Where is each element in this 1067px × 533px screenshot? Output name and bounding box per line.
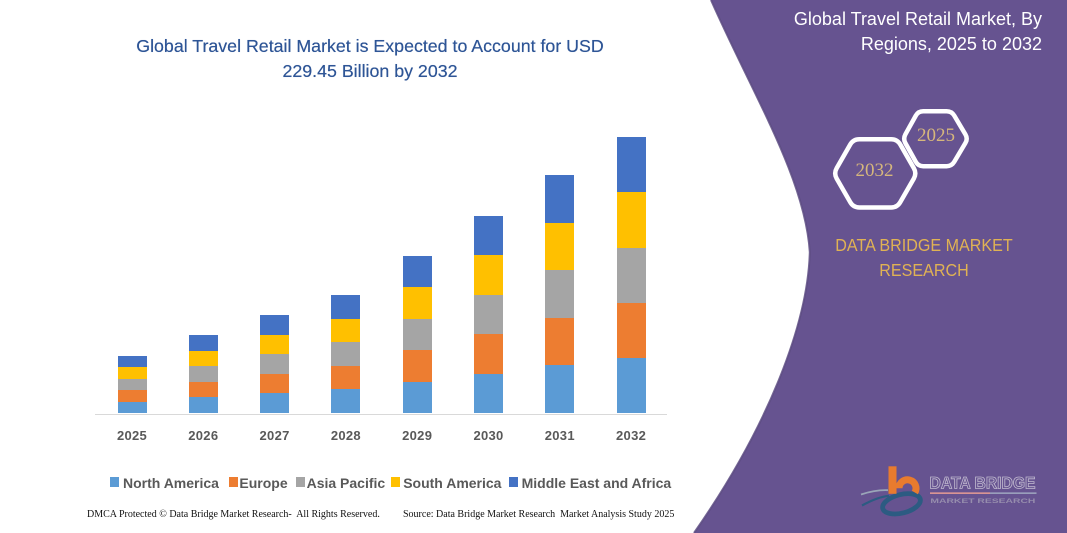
svg-text:MARKET RESEARCH: MARKET RESEARCH: [930, 498, 1035, 505]
svg-text:DATA BRIDGE: DATA BRIDGE: [930, 474, 1036, 492]
